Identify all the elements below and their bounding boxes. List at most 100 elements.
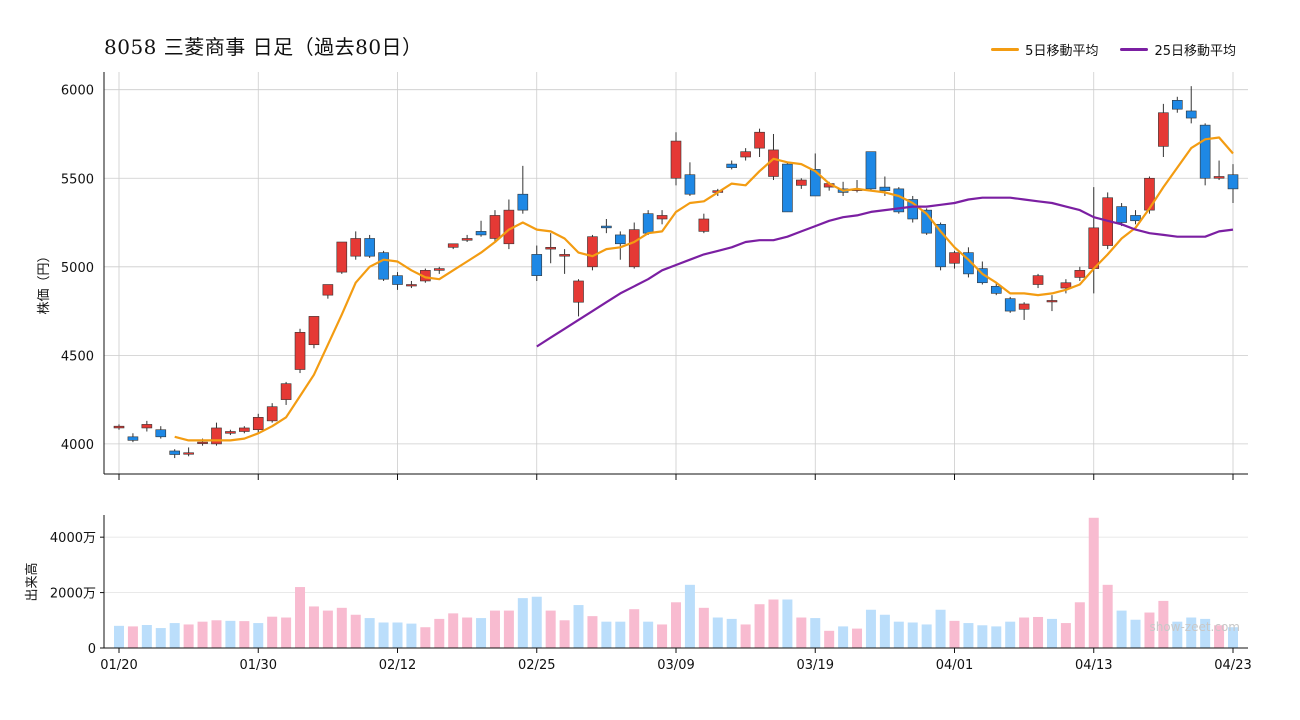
candle [392, 272, 403, 290]
candle-body [1185, 110, 1197, 119]
volume-bar [1033, 616, 1044, 648]
candle-body [1046, 300, 1058, 303]
volume-bar [281, 617, 292, 648]
candle-body [977, 268, 988, 284]
volume-bar [114, 625, 124, 648]
volume-axis-label: 出来高 [24, 562, 40, 601]
candle [1130, 210, 1141, 225]
volume-bar [893, 621, 904, 648]
candle-body [280, 383, 292, 400]
volume-bar [629, 609, 640, 648]
candle [531, 245, 543, 281]
candle-body [447, 243, 459, 248]
candle [1199, 123, 1211, 186]
candle [322, 284, 334, 299]
candle [211, 422, 222, 446]
candle-body [350, 238, 362, 257]
candle [726, 160, 738, 170]
candle-body [1158, 112, 1169, 147]
candle [1032, 273, 1044, 289]
volume-bar [726, 618, 737, 648]
volume-bar [991, 626, 1002, 648]
candle [266, 403, 278, 423]
date-tick-label: 04/23 [1214, 658, 1251, 673]
volume-bar [573, 605, 584, 648]
candle-body [809, 169, 821, 197]
volume-bar [712, 617, 723, 648]
candle-body [545, 247, 556, 250]
ma5-line [174, 136, 1234, 442]
legend-swatch-ma5 [991, 48, 1020, 51]
volume-bar [1046, 618, 1057, 648]
volume-bar [155, 628, 166, 648]
volume-bar [141, 625, 152, 648]
candle [378, 250, 389, 281]
volume-bar [921, 624, 932, 648]
candle [1185, 86, 1197, 124]
volume-bar [949, 620, 960, 648]
candle-body [740, 151, 751, 158]
volume-bar [740, 624, 751, 648]
candle-body [1172, 100, 1183, 110]
candle [670, 132, 682, 186]
volume-bar [392, 622, 403, 648]
candle [782, 162, 793, 213]
price-axes: 4000 4500 5000 5500 6000 [61, 72, 1248, 480]
candle-body [1213, 176, 1225, 179]
candle [433, 266, 445, 274]
candle-body [475, 231, 487, 236]
candle-body [1074, 270, 1086, 278]
volume-bar [211, 620, 222, 648]
candle [1060, 279, 1072, 294]
candle-body [169, 450, 180, 455]
candle [127, 433, 139, 443]
volume-bar [601, 621, 612, 648]
price-moving-averages [174, 136, 1234, 442]
volume-bar [545, 610, 556, 648]
candle [280, 381, 292, 405]
candle [141, 420, 153, 432]
candle [851, 180, 863, 193]
date-tick-label: 02/12 [379, 658, 416, 673]
candle-body [141, 424, 153, 429]
volume-bar [824, 630, 835, 648]
candle [169, 449, 180, 459]
candle-body [782, 163, 793, 213]
candle [252, 413, 264, 434]
candle-body [266, 406, 278, 422]
volume-bar [378, 622, 389, 648]
candle [796, 178, 807, 189]
volume-bar [434, 618, 445, 648]
candle [1172, 96, 1183, 113]
chart-title: 8058 三菱商事 日足（過去80日） [104, 35, 423, 59]
candle [865, 151, 877, 191]
candle [447, 243, 459, 250]
candle-body [239, 427, 250, 432]
volume-bar [838, 626, 849, 648]
candle-body [113, 425, 125, 429]
candle-body [378, 252, 389, 280]
volume-bar [503, 610, 514, 648]
price-tick-label: 5000 [61, 261, 94, 276]
candle-body [559, 254, 570, 257]
candle-body [1199, 124, 1211, 179]
volume-bar [531, 596, 542, 648]
candle [809, 153, 821, 197]
volume-bar [657, 624, 668, 648]
volume-bar [1088, 517, 1099, 648]
volume-bar [852, 628, 863, 648]
volume-bar [643, 621, 654, 648]
candle [907, 195, 919, 223]
candle-body [865, 151, 877, 190]
candle [740, 148, 751, 161]
candle-body [990, 285, 1002, 294]
volume-bar [197, 621, 208, 648]
volume-bar [253, 623, 264, 648]
candle [545, 233, 556, 264]
price-tick-label: 5500 [61, 172, 94, 187]
legend-swatch-ma25 [1120, 48, 1149, 51]
date-tick-label: 04/13 [1075, 658, 1112, 673]
volume-bar [406, 623, 417, 648]
candle [364, 234, 375, 258]
volume-bar [754, 604, 765, 648]
